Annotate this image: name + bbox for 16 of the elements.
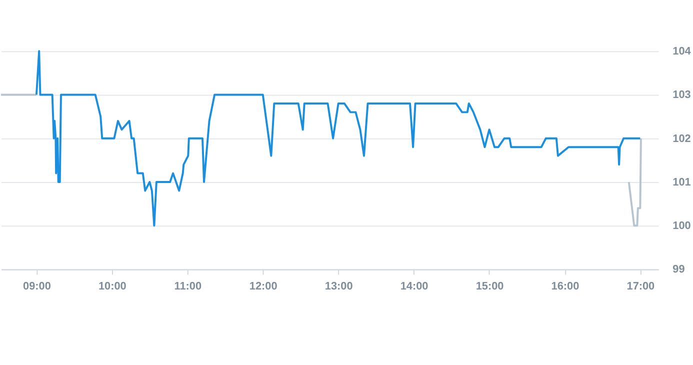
x-tick-label: 14:00 (400, 280, 428, 293)
y-tick-label: 100 (672, 220, 691, 232)
y-tick-label: 102 (672, 132, 691, 145)
x-tick-label: 09:00 (23, 280, 51, 293)
x-tick-label: 11:00 (174, 280, 202, 293)
y-tick-label: 99 (672, 264, 685, 276)
y-tick-label: 103 (672, 89, 691, 102)
y-tick-label: 101 (672, 176, 691, 188)
y-tick-label: 104 (672, 46, 691, 58)
x-tick-label: 15:00 (476, 280, 504, 293)
x-tick-label: 13:00 (324, 280, 353, 293)
x-tick-label: 17:00 (626, 280, 655, 293)
x-tick-label: 10:00 (98, 280, 126, 293)
line-series (35, 50, 642, 227)
x-tick-label: 12:00 (249, 280, 278, 293)
x-tick-label: 16:00 (551, 280, 580, 293)
